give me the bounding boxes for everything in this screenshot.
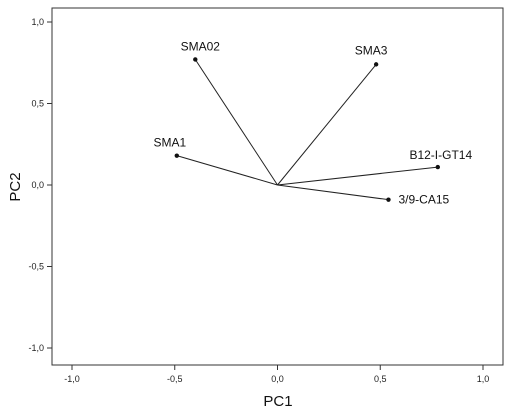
- point-label: B12-I-GT14: [409, 148, 472, 162]
- y-tick-label: 0,5: [31, 99, 44, 109]
- x-tick-label: -0,5: [167, 374, 183, 384]
- y-tick-label: 0,0: [31, 180, 44, 190]
- y-tick-label: -1,0: [28, 343, 44, 353]
- y-axis-title: PC2: [7, 172, 24, 201]
- loading-vectors: SMA02 SMA3 SMA1 B12-I-GT14 3/9-CA15: [153, 39, 472, 206]
- y-tick-label: 1,0: [31, 17, 44, 27]
- loading-vector-line: [277, 184, 389, 201]
- y-tick-label: -0,5: [28, 262, 44, 272]
- loading-point: [193, 57, 198, 62]
- loading-point: [435, 164, 440, 170]
- x-tick-label: 0,5: [374, 374, 387, 384]
- x-tick-label: -1,0: [64, 374, 80, 384]
- point-label: 3/9-CA15: [398, 193, 449, 207]
- loading-point: [373, 62, 379, 67]
- x-tick-label: 0,0: [271, 374, 284, 384]
- x-axis-title: PC1: [263, 393, 292, 410]
- loading-vector-line: [277, 64, 377, 186]
- x-axis-ticks: -1,0 -0,5 0,0 0,5 1,0: [64, 365, 489, 384]
- loading-vector-line: [277, 166, 438, 186]
- point-label: SMA1: [153, 136, 186, 150]
- x-tick-label: 1,0: [477, 374, 490, 384]
- y-axis-ticks: 1,0 0,5 0,0 -0,5 -1,0: [28, 17, 52, 353]
- loading-vector-line: [176, 155, 278, 186]
- loading-vector-line: [194, 59, 278, 186]
- plot-frame: [51, 7, 504, 366]
- loading-point: [174, 153, 180, 158]
- point-label: SMA3: [355, 43, 388, 57]
- loading-point: [386, 197, 391, 202]
- point-label: SMA02: [181, 39, 221, 53]
